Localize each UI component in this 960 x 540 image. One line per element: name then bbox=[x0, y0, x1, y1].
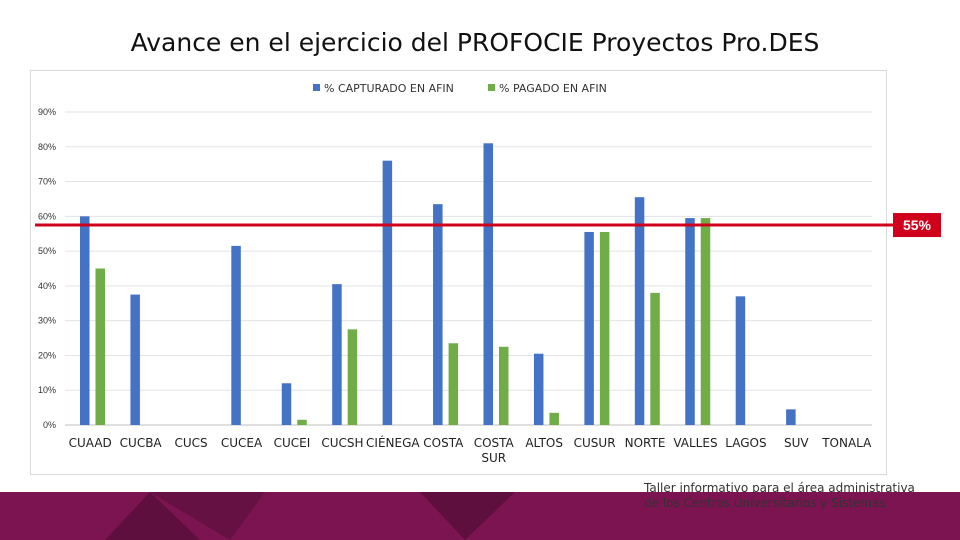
x-tick-label: LAGOS bbox=[725, 436, 766, 450]
reference-label-box bbox=[893, 213, 941, 238]
y-axis-ticks: 0% 10% 20% 30% 40% 50% 60% 70% 80% 90% bbox=[38, 107, 56, 430]
bar-paid bbox=[95, 268, 105, 425]
x-tick-label: CUCEI bbox=[274, 436, 311, 450]
bar-captured bbox=[685, 218, 695, 425]
bar-captured bbox=[231, 245, 241, 425]
bar-paid bbox=[599, 231, 610, 425]
bar-captured bbox=[483, 143, 493, 426]
bar-captured bbox=[584, 231, 594, 425]
footer-triangle-3 bbox=[420, 492, 515, 540]
legend-label: % CAPTURADO EN AFIN bbox=[324, 82, 454, 95]
x-tick-label: COSTA bbox=[474, 436, 515, 450]
footer-triangle-1 bbox=[105, 492, 200, 540]
bar-captured bbox=[533, 353, 544, 425]
legend-label: % PAGADO EN AFIN bbox=[499, 82, 607, 95]
legend-swatch bbox=[313, 84, 320, 91]
x-tick-label: ALTOS bbox=[525, 436, 563, 450]
bar-captured bbox=[281, 383, 292, 425]
slide-title: Avance en el ejercicio del PROFOCIE Proy… bbox=[130, 28, 820, 57]
footer-band bbox=[0, 492, 960, 540]
bar-paid bbox=[700, 218, 711, 425]
x-axis-ticks: CUAAD CUCBA CUCS CUCEA CUCEI CUCSH CIÉNEGA COST… bbox=[69, 435, 872, 465]
x-tick-label: VALLES bbox=[673, 436, 717, 450]
y-tick-label: 80% bbox=[38, 142, 56, 152]
y-tick-label: 0% bbox=[43, 420, 56, 430]
footer-text: Taller informativo para el área administ… bbox=[644, 481, 944, 511]
y-tick-label: 20% bbox=[38, 350, 56, 360]
x-tick-label: SUV bbox=[784, 436, 809, 450]
bar-paid bbox=[297, 419, 307, 425]
x-tick-label: CUCSH bbox=[321, 436, 363, 450]
x-tick-label: CUCBA bbox=[120, 436, 163, 450]
bar-captured bbox=[382, 160, 393, 425]
y-tick-label: 40% bbox=[38, 281, 56, 291]
bar-paid bbox=[549, 412, 559, 425]
bar-captured bbox=[634, 197, 645, 425]
bar-captured bbox=[332, 284, 342, 425]
bar-captured bbox=[130, 294, 140, 425]
x-tick-label: COSTA bbox=[423, 436, 464, 450]
footer-decoration bbox=[0, 492, 960, 540]
y-tick-label: 50% bbox=[38, 246, 56, 256]
x-tick-label: CUAAD bbox=[69, 436, 112, 450]
bar-paid bbox=[347, 329, 358, 425]
chart-bars bbox=[80, 143, 796, 426]
chart-gridlines bbox=[65, 111, 872, 426]
legend-swatch bbox=[488, 84, 495, 91]
x-tick-label: CIÉNEGA bbox=[366, 435, 420, 450]
reference-label: 55% bbox=[903, 217, 932, 233]
y-tick-label: 10% bbox=[38, 385, 56, 395]
x-tick-label: CUSUR bbox=[574, 436, 616, 450]
footer-triangle-2 bbox=[150, 492, 265, 540]
x-tick-label: NORTE bbox=[625, 436, 666, 450]
bar-captured bbox=[433, 204, 443, 425]
bar-captured bbox=[786, 409, 796, 425]
bar-captured bbox=[735, 296, 746, 425]
bar-captured bbox=[80, 216, 90, 425]
bar-paid bbox=[448, 343, 459, 425]
footer-line-1: Taller informativo para el área administ… bbox=[644, 481, 915, 495]
x-tick-label: SUR bbox=[481, 451, 506, 465]
bar-paid bbox=[499, 346, 509, 425]
reference-line-group: 55% bbox=[35, 213, 941, 238]
y-tick-label: 90% bbox=[38, 107, 56, 117]
y-tick-label: 70% bbox=[38, 177, 56, 187]
footer-line-2: de los Centros Universitarios y Sistemas bbox=[644, 496, 886, 510]
x-tick-label: TONALA bbox=[821, 436, 872, 450]
y-tick-label: 30% bbox=[38, 316, 56, 326]
x-tick-label: CUCEA bbox=[221, 436, 263, 450]
chart-legend: % CAPTURADO EN AFIN % PAGADO EN AFIN bbox=[313, 82, 607, 95]
bar-paid bbox=[650, 292, 660, 425]
y-tick-label: 60% bbox=[38, 211, 56, 221]
x-tick-label: CUCS bbox=[175, 436, 208, 450]
